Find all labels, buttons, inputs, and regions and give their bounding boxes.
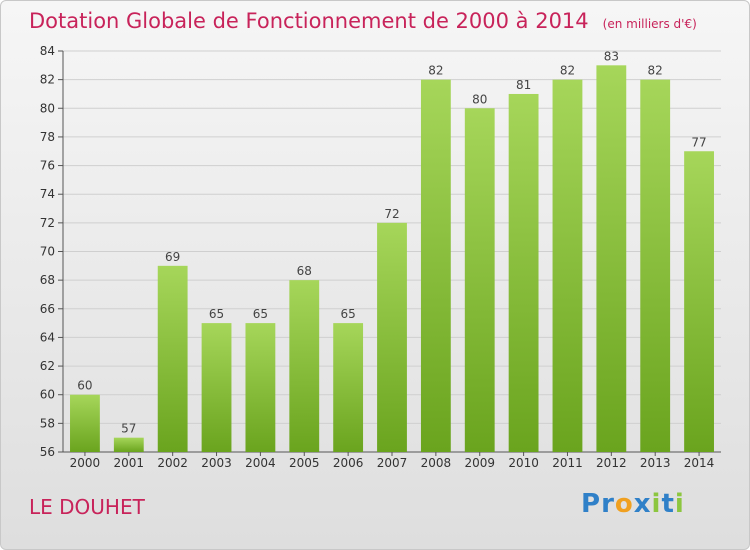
x-tick-label: 2002 <box>157 456 188 470</box>
bar <box>333 323 364 452</box>
x-tick-label: 2013 <box>640 456 671 470</box>
bar-value-label: 82 <box>428 64 443 78</box>
bar <box>508 93 539 452</box>
y-tick-label: 62 <box>40 359 55 373</box>
logo-letter: i <box>674 489 685 519</box>
bar-value-label: 82 <box>560 64 575 78</box>
x-tick-label: 2009 <box>464 456 495 470</box>
logo-letter: P <box>581 489 602 519</box>
y-tick-label: 78 <box>40 130 55 144</box>
logo-letter: o <box>614 489 634 519</box>
data-labels: 60 57 69 65 65 68 65 72 82 80 81 82 83 82 77 <box>77 49 706 435</box>
x-tick-label: 2012 <box>596 456 627 470</box>
bar-value-label: 72 <box>384 207 399 221</box>
chart-title: Dotation Globale de Fonctionnement de 20… <box>29 9 589 33</box>
commune-name: LE DOUHET <box>29 495 145 519</box>
logo-letter: i <box>651 489 662 519</box>
bar <box>464 108 495 453</box>
x-tick-label: 2005 <box>289 456 320 470</box>
logo-letter: x <box>633 489 652 519</box>
bar <box>289 280 320 452</box>
bar <box>552 79 583 453</box>
bars <box>70 65 714 453</box>
y-tick-label: 58 <box>40 416 55 430</box>
bar <box>684 151 714 452</box>
bar-value-label: 68 <box>297 264 312 278</box>
logo-letter: t <box>661 489 675 519</box>
x-tick-label: 2010 <box>508 456 539 470</box>
x-tick-label: 2004 <box>245 456 276 470</box>
bar-value-label: 57 <box>121 422 136 436</box>
bar <box>201 323 232 452</box>
y-tick-label: 72 <box>40 216 55 230</box>
y-tick-label: 64 <box>40 330 55 344</box>
bar-value-label: 60 <box>77 379 92 393</box>
y-tick-label: 82 <box>40 73 55 87</box>
x-tick-label: 2003 <box>201 456 232 470</box>
bar <box>596 65 627 453</box>
proxiti-logo[interactable]: Proxiti <box>581 489 685 519</box>
y-tick-label: 56 <box>40 445 55 459</box>
y-tick-label: 80 <box>40 101 55 115</box>
bar-value-label: 65 <box>253 307 268 321</box>
y-tick-label: 60 <box>40 388 55 402</box>
bar <box>640 79 671 453</box>
y-tick-label: 68 <box>40 273 55 287</box>
y-tick-label: 66 <box>40 302 55 316</box>
logo-letter: r <box>601 489 615 519</box>
bar-value-label: 65 <box>340 307 355 321</box>
y-tick-label: 84 <box>40 44 55 58</box>
x-tick-label: 2011 <box>552 456 583 470</box>
bar-value-label: 82 <box>648 64 663 78</box>
title-row: Dotation Globale de Fonctionnement de 20… <box>29 9 697 33</box>
bar-value-label: 65 <box>209 307 224 321</box>
x-tick-label: 2000 <box>70 456 101 470</box>
bar <box>420 79 451 453</box>
bar <box>70 394 100 452</box>
bar <box>113 437 144 452</box>
y-tick-label: 70 <box>40 245 55 259</box>
bar-value-label: 83 <box>604 49 619 63</box>
x-tick-label: 2006 <box>333 456 364 470</box>
x-tick-label: 2007 <box>377 456 408 470</box>
bar <box>377 222 407 452</box>
bar <box>157 265 188 452</box>
x-tick-label: 2008 <box>421 456 452 470</box>
x-tick-label: 2014 <box>684 456 715 470</box>
bar-value-label: 80 <box>472 92 487 106</box>
y-tick-label: 74 <box>40 187 55 201</box>
bar-value-label: 69 <box>165 250 180 264</box>
bar <box>245 323 276 452</box>
chart-unit: (en milliers d'€) <box>602 17 697 31</box>
y-tick-label: 76 <box>40 159 55 173</box>
x-tick-label: 2001 <box>114 456 145 470</box>
bar-value-label: 81 <box>516 78 531 92</box>
bar-value-label: 77 <box>691 135 706 149</box>
